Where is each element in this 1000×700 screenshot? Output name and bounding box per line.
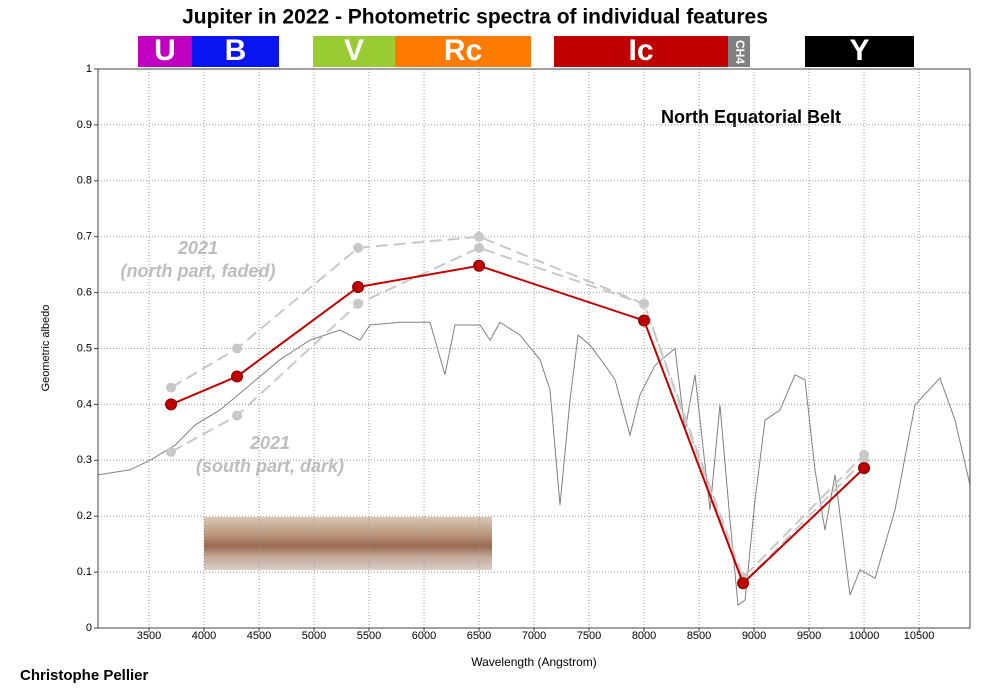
data-point <box>232 343 243 354</box>
filter-label: V <box>344 34 364 67</box>
filter-label: B <box>225 34 247 67</box>
data-point <box>352 281 365 294</box>
x-tick-label: 8000 <box>632 630 656 642</box>
x-tick-label: 8500 <box>687 630 711 642</box>
x-tick-label: 6000 <box>412 630 436 642</box>
credit: Christophe Pellier <box>20 667 149 684</box>
data-point <box>474 231 485 242</box>
filter-label: CH4 <box>733 40 747 64</box>
y-tick-label: 0.1 <box>77 566 92 578</box>
annotation: 2021 <box>177 238 218 258</box>
chart-title: Jupiter in 2022 - Photometric spectra of… <box>182 6 768 29</box>
x-tick-label: 9000 <box>742 630 766 642</box>
data-point <box>166 382 177 393</box>
x-tick-label: 4500 <box>247 630 271 642</box>
data-point <box>473 259 486 272</box>
x-tick-label: 6500 <box>467 630 491 642</box>
y-tick-label: 0.2 <box>77 510 92 522</box>
y-tick-label: 0.5 <box>77 342 92 354</box>
filter-label: U <box>154 34 176 67</box>
filter-band <box>554 36 728 67</box>
data-point <box>166 446 177 457</box>
data-point <box>639 298 650 309</box>
data-point <box>737 577 750 590</box>
x-tick-label: 10500 <box>904 630 935 642</box>
x-tick-label: 10000 <box>849 630 880 642</box>
filter-band <box>728 36 750 67</box>
annotation: 2021 <box>249 433 290 453</box>
data-point <box>231 370 244 383</box>
filter-band <box>395 36 531 67</box>
x-tick-label: 5000 <box>302 630 326 642</box>
data-point <box>638 314 651 327</box>
y-tick-label: 0.4 <box>77 398 92 410</box>
y-tick-label: 1 <box>86 63 92 75</box>
x-tick-label: 9500 <box>797 630 821 642</box>
data-point <box>353 298 364 309</box>
x-axis-label: Wavelength (Angstrom) <box>471 655 597 669</box>
filter-label: Ic <box>628 34 653 67</box>
series-line <box>97 321 971 606</box>
data-point <box>232 410 243 421</box>
filter-label: Rc <box>444 34 482 67</box>
y-tick-label: 0.7 <box>77 231 92 243</box>
annotation: (south part, dark) <box>196 456 344 476</box>
y-tick-label: 0.6 <box>77 287 92 299</box>
plot-area <box>97 68 971 629</box>
x-tick-label: 4000 <box>192 630 216 642</box>
filter-label: Y <box>849 34 869 67</box>
filter-band <box>138 36 192 67</box>
y-axis-label: Geometric albedo <box>40 305 52 392</box>
y-tick-label: 0.3 <box>77 454 92 466</box>
data-point <box>165 398 178 411</box>
data-point <box>858 462 871 475</box>
filter-band <box>805 36 914 67</box>
y-tick-label: 0 <box>86 622 92 634</box>
x-tick-label: 7000 <box>522 630 546 642</box>
annotation: North Equatorial Belt <box>661 107 841 127</box>
y-tick-label: 0.8 <box>77 175 92 187</box>
x-tick-label: 7500 <box>577 630 601 642</box>
y-tick-label: 0.9 <box>77 119 92 131</box>
x-tick-label: 3500 <box>137 630 161 642</box>
annotation: (north part, faded) <box>121 261 276 281</box>
data-point <box>353 242 364 253</box>
filter-band <box>192 36 279 67</box>
jupiter-image <box>204 517 492 570</box>
filter-band <box>313 36 395 67</box>
data-point <box>474 242 485 253</box>
x-tick-label: 5500 <box>357 630 381 642</box>
